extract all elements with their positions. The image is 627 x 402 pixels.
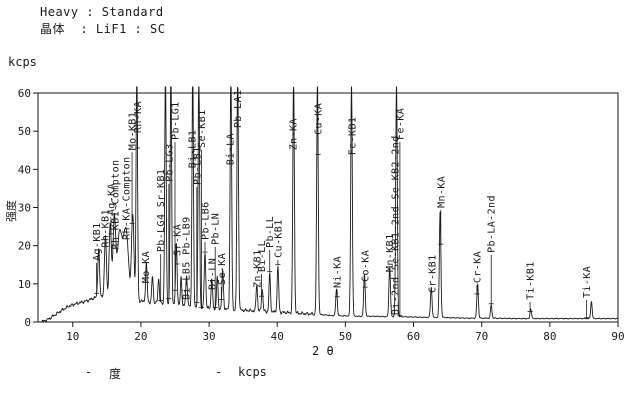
x-tick-label: 30 <box>202 330 215 343</box>
peak-label: Pb-LG1 <box>170 101 181 140</box>
legend-label-kcps: kcps <box>238 365 267 379</box>
peak-label: Pb-LA1 <box>233 90 244 129</box>
peak-label: Pb-LB1 <box>192 146 203 185</box>
y-tick-label: 40 <box>18 163 31 176</box>
peak-label: Ti-KA <box>582 266 593 298</box>
peak-label: Pb-LA-2nd <box>487 195 498 253</box>
legend-marker-kcps: - <box>215 365 223 379</box>
peak-label: Mo-KB1 <box>128 112 139 151</box>
peak-label: Bi-LN <box>207 258 218 290</box>
peak-label: Bi-2nd Se-KB1-2nd Se-KB2-2nd <box>391 135 402 315</box>
y-tick-label: 0 <box>24 316 31 329</box>
peak-label: Bi-LB5 Pb-LB9 <box>181 216 192 299</box>
peak-label: Rh-KB1 <box>100 209 111 248</box>
peak-label: Pb-LL <box>265 216 276 248</box>
x-tick-label: 70 <box>475 330 488 343</box>
peak-label: Pb-LG3 <box>164 143 175 182</box>
x-axis-title: 2 θ <box>312 344 334 358</box>
peak-label: Ag-KB1 <box>92 222 103 261</box>
peak-label: Pb-LN <box>211 213 222 245</box>
peak-label: Cu-KB1 <box>273 219 284 258</box>
peak-label: Se-KA <box>217 253 228 285</box>
peak-label: Cu-KA <box>314 103 325 135</box>
y-tick-label: 10 <box>18 278 31 291</box>
peak-label: Ni-KA <box>333 256 344 288</box>
peak-label: Cr-KA <box>472 251 483 283</box>
legend-marker-degrees: - <box>85 365 93 379</box>
header-line-1: Heavy : Standard <box>40 5 164 19</box>
peak-label: Bi-LL <box>257 240 268 272</box>
peak-label: Pb-LB6 <box>200 201 211 240</box>
peak-label: Rh-KB1-Compton <box>111 160 122 250</box>
header-line-2: 晶体 : LiF1 : SC <box>40 22 166 36</box>
peak-label: Fe-KA <box>395 108 406 140</box>
spectrum-line <box>37 85 618 323</box>
y-tick-label: 50 <box>18 125 31 138</box>
x-tick-label: 90 <box>611 330 624 343</box>
peak-label: Mn-KA <box>436 176 447 208</box>
peak-label: Fe-KB1 <box>348 117 359 156</box>
y-tick-label: 20 <box>18 240 31 253</box>
peak-label: Cr-KB1 <box>427 254 438 293</box>
peak-label: Zn-KA <box>288 118 299 150</box>
peak-label: Ag-KA <box>106 183 117 215</box>
x-tick-label: 20 <box>134 330 147 343</box>
peak-label: Rh-KA-Compton <box>121 156 132 239</box>
peak-label: Zn-KB1 <box>252 250 263 289</box>
peak-label: Se-KB1 <box>197 109 208 148</box>
peak-label: Ti-KB1 <box>526 261 537 300</box>
x-tick-label: 60 <box>407 330 420 343</box>
peak-label: Mo-KA <box>141 251 152 283</box>
peak-label: Bi-LB1 <box>188 130 199 169</box>
peak-label: Rh-KA <box>133 101 144 133</box>
x-tick-label: 80 <box>543 330 556 343</box>
y-axis-unit-label: kcps <box>8 55 37 69</box>
x-tick-label: 40 <box>271 330 284 343</box>
y-tick-label: 30 <box>18 202 31 215</box>
peak-label: Co-KA <box>361 250 372 282</box>
legend-label-degrees: 度 <box>109 367 122 381</box>
peak-label: Sr-KA <box>173 224 184 256</box>
peak-label: Pb-LG4 Sr-KB1 <box>156 169 167 252</box>
peak-label: Mn-KB1 <box>385 233 396 272</box>
x-tick-label: 50 <box>339 330 352 343</box>
y-tick-label: 60 <box>18 87 31 100</box>
x-tick-label: 10 <box>66 330 79 343</box>
peak-label: Bi-LA <box>226 133 237 165</box>
